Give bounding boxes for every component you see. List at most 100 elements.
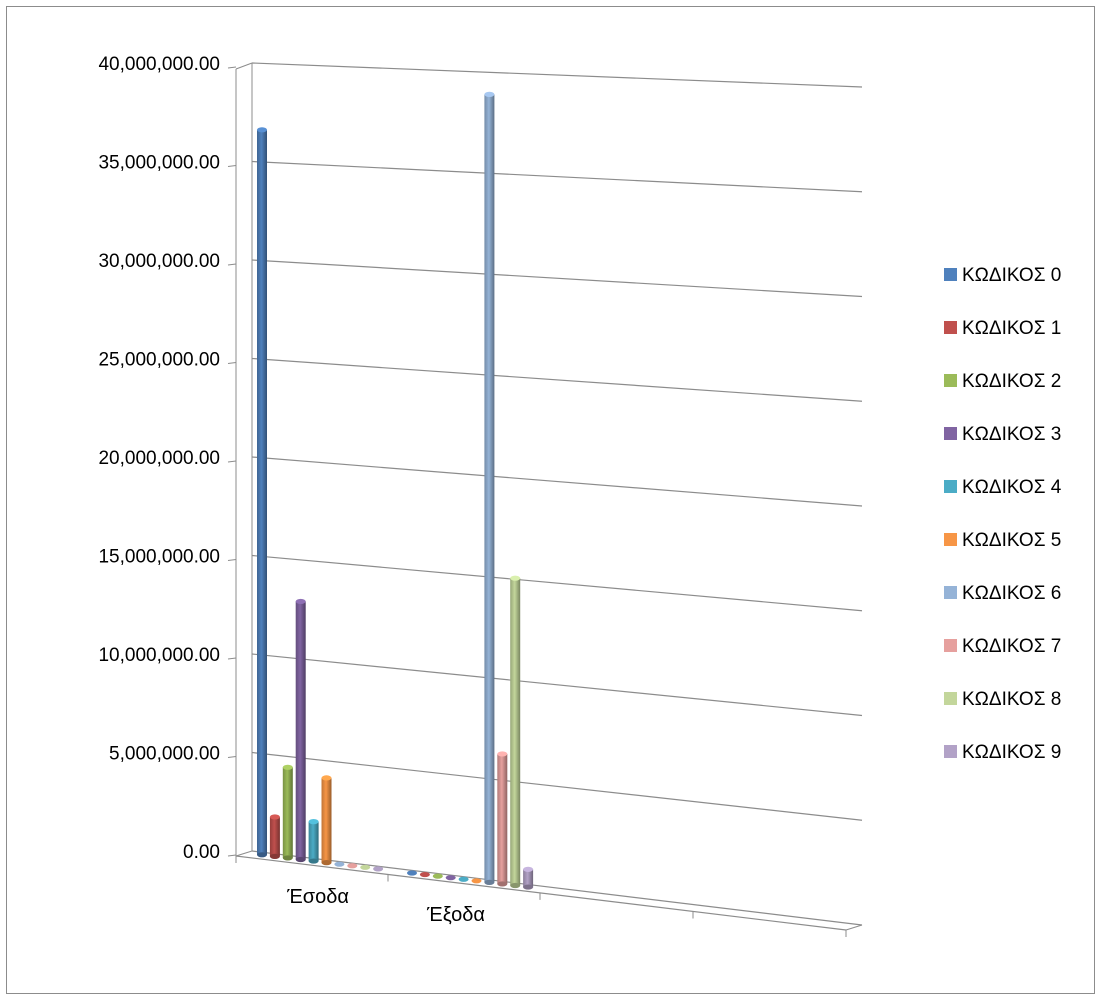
y-tick-mark xyxy=(227,854,237,857)
legend-label: ΚΩΔΙΚΟΣ 6 xyxy=(962,583,1061,604)
floor-right-edge xyxy=(845,924,863,931)
bar-base xyxy=(269,853,280,859)
bar-base xyxy=(295,856,306,863)
bar-body xyxy=(295,601,306,860)
bar-body xyxy=(523,869,534,888)
legend-label: ΚΩΔΙΚΟΣ 0 xyxy=(962,265,1061,286)
bar xyxy=(257,127,267,858)
gridline xyxy=(251,653,863,717)
bar xyxy=(432,873,443,879)
bar xyxy=(407,870,417,876)
bar-top xyxy=(484,91,495,97)
chart-walls xyxy=(235,62,253,857)
legend-item: ΚΩΔΙΚΟΣ 6 xyxy=(944,583,1061,604)
x-axis-line xyxy=(235,855,847,931)
gridline xyxy=(251,62,863,88)
legend-label: ΚΩΔΙΚΟΣ 2 xyxy=(962,371,1061,392)
bar-body xyxy=(497,753,508,884)
bar-base xyxy=(445,875,456,881)
y-tick-mark xyxy=(227,559,237,561)
bar-body xyxy=(257,129,267,855)
legend-label: ΚΩΔΙΚΟΣ 9 xyxy=(962,742,1061,763)
bar-base xyxy=(419,871,430,878)
bar-base xyxy=(497,881,508,887)
axes xyxy=(227,63,863,937)
bars xyxy=(257,91,534,890)
legend: ΚΩΔΙΚΟΣ 0 ΚΩΔΙΚΟΣ 1 ΚΩΔΙΚΟΣ 2 ΚΩΔΙΚΟΣ 3 ΚΩΔΙ… xyxy=(944,265,1062,763)
gridline xyxy=(251,160,863,193)
legend-swatch xyxy=(944,427,957,440)
bar-base xyxy=(432,873,443,879)
chart-frame xyxy=(6,6,1095,994)
legend-label: ΚΩΔΙΚΟΣ 5 xyxy=(962,530,1061,551)
legend-item: ΚΩΔΙΚΟΣ 0 xyxy=(944,265,1061,286)
legend-item: ΚΩΔΙΚΟΣ 8 xyxy=(944,689,1061,710)
bar-top xyxy=(523,866,534,872)
y-tick-label: 30,000,000.00 xyxy=(98,251,220,272)
category-label: Έξοδα xyxy=(426,904,485,926)
legend-item: ΚΩΔΙΚΟΣ 7 xyxy=(944,636,1061,657)
legend-item: ΚΩΔΙΚΟΣ 9 xyxy=(944,742,1061,763)
y-tick-mark xyxy=(227,756,237,758)
legend-label: ΚΩΔΙΚΟΣ 4 xyxy=(962,477,1062,498)
bar-base xyxy=(484,879,495,885)
bar xyxy=(510,575,521,889)
bar-top xyxy=(269,814,280,820)
bar-top xyxy=(282,764,293,770)
bar xyxy=(282,764,293,861)
legend-item: ΚΩΔΙΚΟΣ 1 xyxy=(944,318,1061,339)
bar xyxy=(308,819,319,864)
side-wall-top-edge xyxy=(235,62,253,70)
bar xyxy=(347,863,358,869)
bar-base xyxy=(257,852,267,858)
legend-swatch xyxy=(944,533,957,546)
legend-label: ΚΩΔΙΚΟΣ 8 xyxy=(962,689,1061,710)
y-tick-mark xyxy=(227,460,237,463)
bar xyxy=(295,598,306,863)
y-tick-label: 10,000,000.00 xyxy=(98,645,220,666)
bar-base xyxy=(282,855,293,861)
bar-top xyxy=(308,819,319,825)
bar-base xyxy=(360,864,371,870)
bar-base xyxy=(373,866,384,872)
bar xyxy=(445,875,456,881)
bar-body xyxy=(510,578,521,886)
bar-base xyxy=(471,878,482,884)
y-tick-labels: 0.00 5,000,000.00 10,000,000.00 15,000,000.… xyxy=(98,54,220,863)
y-tick-mark xyxy=(227,362,237,364)
bar-top xyxy=(321,775,332,781)
category-labels: Έσοδα Έξοδα xyxy=(286,886,485,926)
bar xyxy=(419,871,430,878)
bar-base xyxy=(321,860,332,866)
y-tick-label: 35,000,000.00 xyxy=(98,153,220,174)
category-label: Έσοδα xyxy=(286,886,349,908)
y-tick-label: 0.00 xyxy=(183,842,220,863)
bar-base xyxy=(308,858,319,864)
y-tick-label: 15,000,000.00 xyxy=(98,547,220,568)
bar xyxy=(458,876,469,882)
gridlines xyxy=(251,62,863,926)
y-tick-mark xyxy=(227,165,237,167)
bar-base xyxy=(334,861,345,867)
bar-base xyxy=(458,876,469,882)
legend-item: ΚΩΔΙΚΟΣ 3 xyxy=(944,424,1061,445)
bar xyxy=(497,751,508,887)
y-tick-label: 25,000,000.00 xyxy=(98,350,220,371)
bar-base xyxy=(510,882,521,889)
bar xyxy=(484,91,495,885)
bar-base xyxy=(347,863,358,869)
legend-label: ΚΩΔΙΚΟΣ 3 xyxy=(962,424,1061,445)
legend-item: ΚΩΔΙΚΟΣ 5 xyxy=(944,530,1061,551)
y-tick-label: 20,000,000.00 xyxy=(98,448,220,469)
legend-item: ΚΩΔΙΚΟΣ 4 xyxy=(944,477,1062,498)
bar xyxy=(321,775,332,866)
legend-swatch xyxy=(944,480,957,493)
y-tick-label: 5,000,000.00 xyxy=(109,744,220,765)
bar-body xyxy=(308,821,319,862)
bar-body xyxy=(321,777,332,863)
bar-top xyxy=(497,751,508,757)
gridline xyxy=(251,554,863,612)
bar xyxy=(360,864,371,870)
legend-swatch xyxy=(944,692,957,705)
